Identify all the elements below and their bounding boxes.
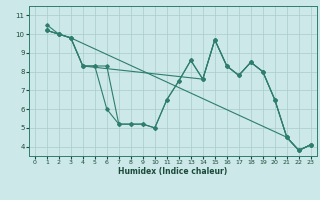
X-axis label: Humidex (Indice chaleur): Humidex (Indice chaleur) [118,167,228,176]
